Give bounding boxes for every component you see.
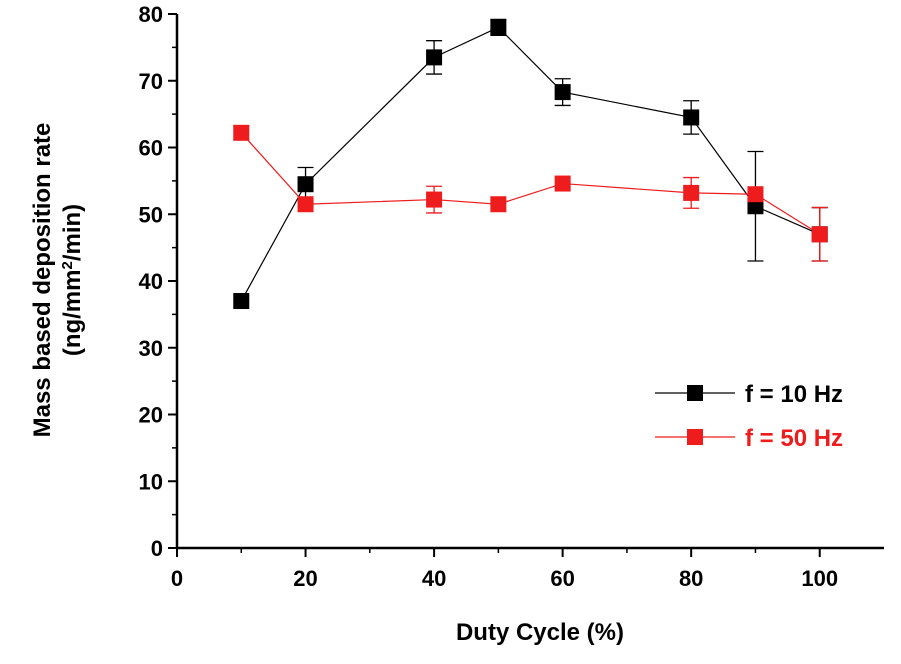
y-tick-label: 0 bbox=[151, 536, 163, 561]
series-10hz bbox=[233, 18, 828, 310]
legend-item-10hz: f = 10 Hz bbox=[655, 381, 843, 408]
y-axis-title-line1: Mass based deposition rate bbox=[29, 123, 56, 438]
series-line bbox=[240, 26, 820, 302]
y-tick-label: 40 bbox=[139, 269, 163, 294]
data-point bbox=[233, 293, 250, 310]
x-tick-label: 100 bbox=[801, 566, 838, 591]
legend: f = 10 Hz f = 50 Hz bbox=[655, 381, 843, 452]
y-tick-label: 10 bbox=[139, 469, 163, 494]
legend-label-50hz: f = 50 Hz bbox=[745, 425, 843, 452]
legend-marker-50hz bbox=[687, 429, 703, 445]
legend-label-10hz: f = 10 Hz bbox=[745, 381, 843, 408]
y-tick-label: 30 bbox=[139, 336, 163, 361]
data-point bbox=[490, 19, 507, 36]
y-tick-label: 80 bbox=[139, 2, 163, 27]
x-tick-label: 20 bbox=[293, 566, 317, 591]
data-point bbox=[747, 186, 764, 203]
y-tick-label: 20 bbox=[139, 403, 163, 428]
data-point bbox=[811, 226, 828, 243]
data-point bbox=[683, 109, 700, 126]
y-axis-title-prefix: (ng/mm bbox=[59, 270, 86, 357]
x-axis-title: Duty Cycle (%) bbox=[456, 619, 624, 646]
y-axis-title-suffix: /min) bbox=[59, 204, 86, 261]
data-point bbox=[490, 196, 507, 213]
y-tick-label: 60 bbox=[139, 136, 163, 161]
data-point bbox=[426, 191, 443, 208]
legend-item-50hz: f = 50 Hz bbox=[655, 425, 843, 452]
data-point bbox=[297, 196, 314, 213]
x-tick-label: 40 bbox=[422, 566, 446, 591]
x-ticks: 0 20 40 60 80 100 bbox=[171, 548, 838, 591]
x-tick-label: 60 bbox=[550, 566, 574, 591]
data-point bbox=[554, 84, 571, 101]
y-tick-label: 50 bbox=[139, 202, 163, 227]
data-point bbox=[747, 198, 764, 215]
x-tick-label: 80 bbox=[679, 566, 703, 591]
series-layer bbox=[233, 18, 828, 310]
series-line bbox=[240, 132, 821, 235]
series-50hz bbox=[233, 124, 828, 262]
y-axis-title-line2: (ng/mm2/min) bbox=[59, 204, 87, 356]
y-axis-title-sup: 2 bbox=[59, 261, 76, 269]
axes bbox=[175, 14, 884, 550]
data-point bbox=[554, 175, 571, 192]
legend-marker-10hz bbox=[687, 385, 703, 401]
x-tick-label: 0 bbox=[171, 566, 183, 591]
data-point bbox=[233, 124, 250, 141]
y-tick-label: 70 bbox=[139, 69, 163, 94]
data-point bbox=[426, 49, 443, 66]
data-point bbox=[683, 184, 700, 201]
y-ticks: 0 10 20 30 40 50 60 70 80 bbox=[139, 2, 177, 561]
data-point bbox=[297, 176, 314, 193]
